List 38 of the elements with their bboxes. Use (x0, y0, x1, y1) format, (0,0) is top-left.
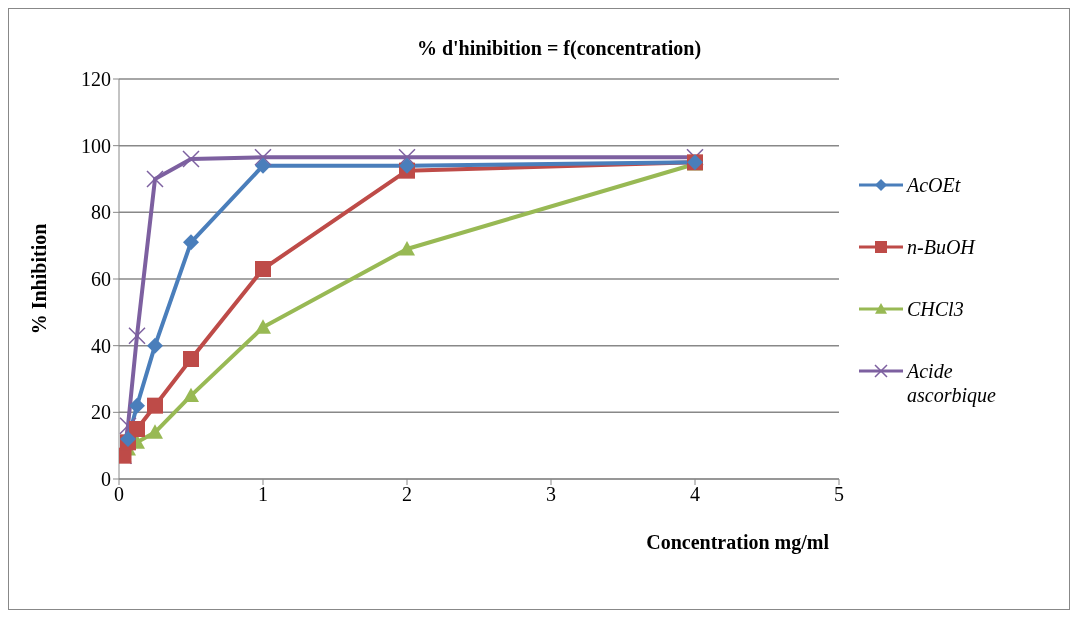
legend-label: CHCl3 (907, 297, 965, 321)
point (182, 150, 200, 168)
point (120, 431, 136, 447)
legend-label: n-BuOH (907, 235, 977, 259)
point (146, 170, 164, 188)
point (129, 397, 145, 414)
x-tick-label: 4 (690, 483, 700, 506)
point (147, 424, 163, 439)
point (399, 157, 415, 174)
chart-title: % d'hinibition = f(concentration) (415, 37, 703, 60)
y-tick-label: 40 (91, 334, 111, 357)
point (255, 319, 271, 334)
point (147, 397, 163, 414)
y-tick-label: 60 (91, 268, 111, 291)
y-axis-title: % Inhibition (28, 223, 51, 335)
point (183, 234, 199, 251)
y-tick-label: 20 (91, 401, 111, 424)
point (255, 157, 271, 174)
x-tick-label: 3 (546, 483, 556, 506)
point (183, 387, 199, 403)
point (255, 261, 271, 277)
y-tick-label: 80 (91, 201, 111, 224)
point (254, 148, 272, 167)
x-tick-label: 5 (834, 483, 844, 506)
point (183, 351, 199, 367)
legend-label: Acide ascorbique (907, 359, 997, 407)
y-tick-label: 120 (81, 68, 111, 91)
point (147, 337, 163, 354)
point (399, 241, 415, 256)
y-tick-label: 100 (81, 134, 111, 157)
x-tick-label: 2 (402, 483, 412, 506)
point (119, 416, 137, 435)
point (128, 326, 146, 345)
legend-label: AcOEt (907, 173, 962, 197)
x-axis-title: Concentration mg/ml (646, 531, 830, 554)
y-tick-label: 0 (101, 468, 111, 491)
point (129, 421, 145, 437)
x-tick-label: 1 (258, 483, 268, 506)
